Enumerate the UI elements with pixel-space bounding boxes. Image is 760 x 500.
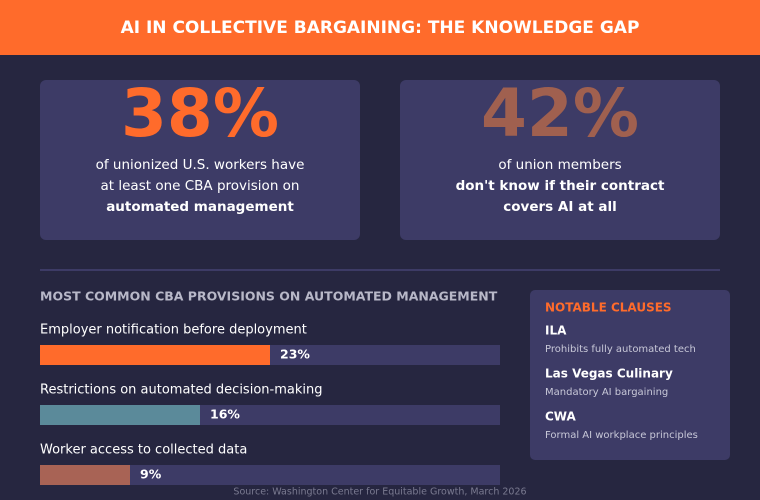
stat-text: of unionized U.S. workers have — [96, 157, 305, 173]
bar-label: Employer notification before deployment — [40, 323, 307, 338]
stat-text: covers AI at all — [503, 199, 616, 215]
clauses-title: NOTABLE CLAUSES — [545, 301, 672, 315]
bar-track — [40, 465, 500, 485]
bar — [40, 465, 130, 485]
stat-text: automated management — [106, 199, 294, 215]
stat-figure: 38% — [121, 75, 279, 152]
clause-description: Mandatory AI bargaining — [545, 387, 668, 398]
stat-card — [40, 80, 360, 240]
bar-label: Worker access to collected data — [40, 443, 247, 458]
stat-text: of union members — [498, 157, 621, 173]
bar — [40, 405, 200, 425]
header-title: AI IN COLLECTIVE BARGAINING: THE KNOWLED… — [121, 18, 640, 38]
value-label: 16% — [210, 407, 240, 422]
bar-label: Restrictions on automated decision-makin… — [40, 383, 322, 398]
clauses-panel — [530, 290, 730, 460]
source: Source: Washington Center for Equitable … — [233, 487, 526, 498]
clause-description: Formal AI workplace principles — [545, 430, 698, 441]
clause-name: CWA — [545, 410, 577, 424]
clause-name: Las Vegas Culinary — [545, 367, 673, 381]
clause-name: ILA — [545, 324, 567, 338]
stat-figure: 42% — [481, 75, 639, 152]
stat-card — [400, 80, 720, 240]
section-title: MOST COMMON CBA PROVISIONS ON AUTOMATED … — [40, 289, 498, 304]
stat-text: don't know if their contract — [456, 178, 665, 194]
bar — [40, 345, 270, 365]
value-label: 9% — [140, 467, 162, 482]
stat-text: at least one CBA provision on — [101, 178, 300, 194]
header-bar — [0, 0, 760, 55]
value-label: 23% — [280, 347, 310, 362]
clause-description: Prohibits fully automated tech — [545, 344, 696, 355]
